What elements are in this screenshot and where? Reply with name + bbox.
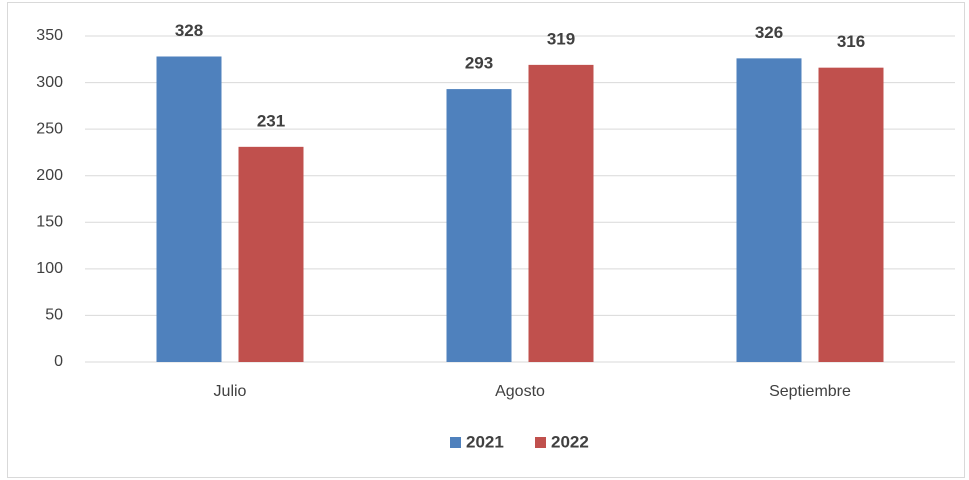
bar <box>736 58 802 363</box>
y-tick-label: 350 <box>36 27 63 44</box>
bar <box>528 64 594 363</box>
y-tick-label: 50 <box>45 307 63 324</box>
legend-swatch <box>450 437 461 448</box>
y-tick-label: 100 <box>36 260 63 277</box>
bar <box>156 56 222 363</box>
data-label: 319 <box>547 29 575 48</box>
legend-label: 2022 <box>551 432 589 451</box>
data-label: 326 <box>755 23 783 42</box>
y-tick-label: 300 <box>36 74 63 91</box>
legend-label: 2021 <box>466 432 504 451</box>
data-label: 328 <box>175 21 203 40</box>
bar <box>238 146 304 362</box>
bar <box>818 67 884 362</box>
y-tick-label: 0 <box>54 353 63 370</box>
data-label: 231 <box>257 111 285 130</box>
y-tick-label: 150 <box>36 214 63 231</box>
y-tick-label: 200 <box>36 167 63 184</box>
bar <box>446 89 512 362</box>
legend-swatch <box>535 437 546 448</box>
data-label: 293 <box>465 54 493 73</box>
data-label: 316 <box>837 32 865 51</box>
x-tick-label: Septiembre <box>769 383 851 400</box>
x-tick-label: Agosto <box>495 383 545 400</box>
x-tick-label: Julio <box>214 383 247 400</box>
y-tick-label: 250 <box>36 120 63 137</box>
